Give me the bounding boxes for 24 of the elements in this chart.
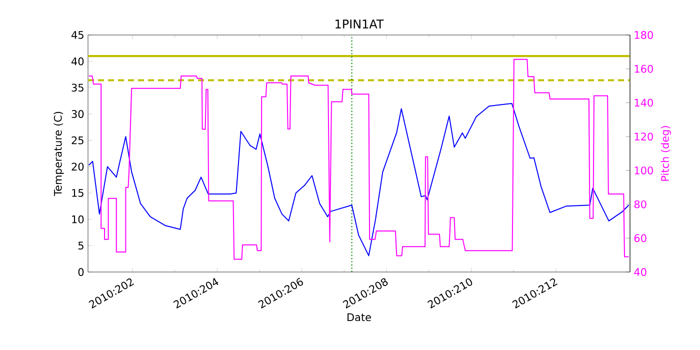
y2-tick-label: 120 <box>634 132 653 141</box>
y2-axis-title: Pitch (deg) <box>660 126 671 181</box>
y2-tick-label: 80 <box>634 200 646 208</box>
y-tick-label: 15 <box>72 189 84 197</box>
y-tick-label: 45 <box>72 31 84 39</box>
y2-tick-label: 160 <box>634 64 653 73</box>
y-tick-label: 35 <box>72 84 84 92</box>
y2-tick-label: 40 <box>634 268 646 276</box>
y-tick-label: 20 <box>72 162 84 171</box>
line-series <box>88 58 630 260</box>
y-tick-label: 40 <box>72 57 84 66</box>
y-tick-label: 0 <box>78 268 84 276</box>
y2-tick-label: 140 <box>634 98 653 107</box>
y-tick-label: 10 <box>72 215 84 224</box>
y2-tick-label: 180 <box>634 31 653 39</box>
x-axis-title: Date <box>348 313 371 322</box>
y-axis-title: Temperature (C) <box>54 112 64 196</box>
y-tick-label: 30 <box>72 110 84 118</box>
y2-tick-label: 100 <box>634 166 653 174</box>
y-tick-label: 5 <box>78 242 84 250</box>
y-tick-label: 25 <box>72 136 84 144</box>
line-series <box>88 102 630 256</box>
y2-tick-label: 60 <box>634 234 646 242</box>
chart-title: 1PIN1AT <box>336 20 384 28</box>
